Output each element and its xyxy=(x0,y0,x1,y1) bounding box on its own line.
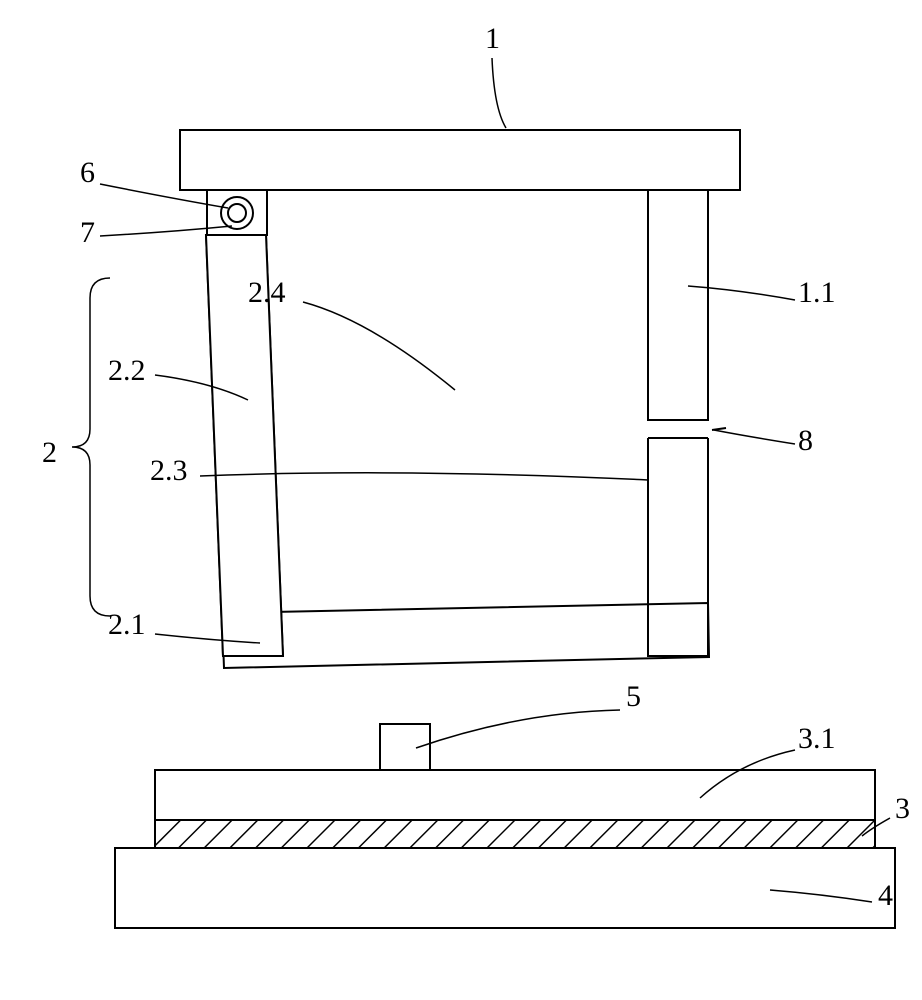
hatch-line xyxy=(538,820,566,848)
top-plate xyxy=(180,130,740,190)
leader-2-4 xyxy=(303,302,455,390)
hatch-line xyxy=(564,820,592,848)
hatch-line xyxy=(461,820,489,848)
label-7: 7 xyxy=(80,216,95,249)
label-2-4: 2.4 xyxy=(248,276,286,309)
pivot-outer-circle xyxy=(221,197,253,229)
label-1: 1 xyxy=(485,22,500,55)
leader-8 xyxy=(714,430,795,444)
hatch-line xyxy=(744,820,772,848)
hatch-line xyxy=(230,820,258,848)
label-5: 5 xyxy=(626,680,641,713)
label-2-2: 2.2 xyxy=(108,354,146,387)
label-8: 8 xyxy=(798,424,813,457)
hatch-line xyxy=(384,820,412,848)
hatch-line xyxy=(770,820,798,848)
hatch-line xyxy=(718,820,746,848)
right-post-lower xyxy=(648,438,708,656)
hatch-line xyxy=(641,820,669,848)
leader-3-1 xyxy=(700,750,795,798)
hatch-line xyxy=(333,820,361,848)
label-3-1: 3.1 xyxy=(798,722,836,755)
leader-5 xyxy=(416,710,620,748)
hatch-line xyxy=(667,820,695,848)
hatch-line xyxy=(307,820,335,848)
hatch-line xyxy=(281,820,309,848)
hatch-line xyxy=(513,820,541,848)
hatch-line xyxy=(256,820,284,848)
label-3: 3 xyxy=(895,792,910,825)
brace xyxy=(72,278,110,616)
hatch-line xyxy=(796,820,824,848)
hatch-line xyxy=(204,820,232,848)
hatch-line xyxy=(693,820,721,848)
label-6: 6 xyxy=(80,156,95,189)
leader-1 xyxy=(492,58,506,128)
leader-1-1 xyxy=(688,286,795,300)
label-2-3: 2.3 xyxy=(150,454,188,487)
hatch-line xyxy=(178,820,206,848)
pivot-inner-circle xyxy=(228,204,246,222)
base-plate xyxy=(115,848,895,928)
label-2: 2 xyxy=(42,436,57,469)
hatch-line xyxy=(616,820,644,848)
poke-block xyxy=(380,724,430,770)
technical-diagram: 1 6 7 2.4 2.2 1.1 8 2.3 2 2.1 5 3.1 3 4 xyxy=(0,0,922,1000)
label-4: 4 xyxy=(878,879,893,912)
label-2-1: 2.1 xyxy=(108,608,146,641)
hatch-line xyxy=(487,820,515,848)
mid-plate xyxy=(155,770,875,820)
hatch-line xyxy=(410,820,438,848)
leader-4 xyxy=(770,890,872,902)
hatch-line xyxy=(358,820,386,848)
hatch-line xyxy=(155,820,181,846)
leader-6 xyxy=(100,184,228,208)
swing-bottom-plate xyxy=(222,603,709,668)
hatch-line xyxy=(847,820,875,848)
right-post-upper xyxy=(648,190,708,420)
hatch-line xyxy=(436,820,464,848)
label-1-1: 1.1 xyxy=(798,276,836,309)
hatch-line xyxy=(590,820,618,848)
hatch-line xyxy=(821,820,849,848)
